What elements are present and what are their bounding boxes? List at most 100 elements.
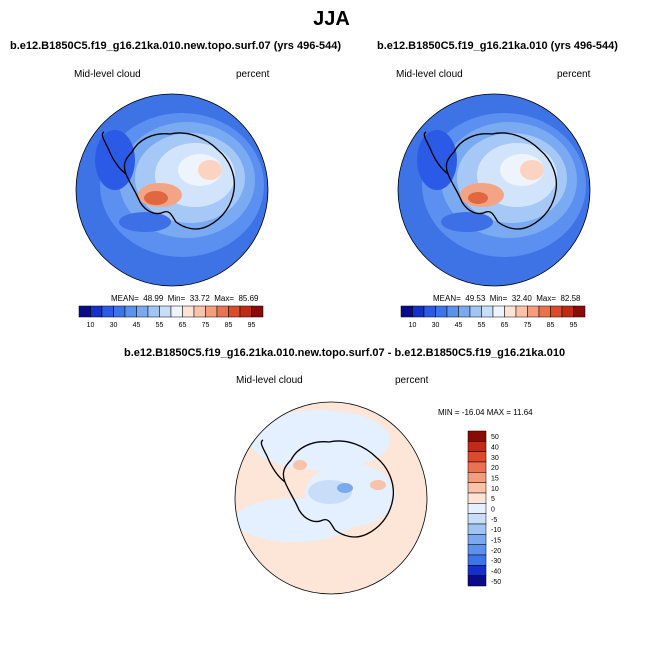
panel1-colorbar-swatch	[193, 305, 206, 318]
panel2-map	[398, 94, 590, 286]
diff-colorbar-swatch	[467, 544, 487, 556]
panel1-variable-label: Mid-level cloud	[74, 69, 141, 80]
diff-variable-label: Mid-level cloud	[236, 375, 303, 386]
diff-colorbar-tick-label: -10	[491, 527, 501, 534]
panel2-colorbar-swatch	[492, 305, 505, 318]
panel2-colorbar-swatch	[400, 305, 413, 318]
diff-colorbar-swatch	[467, 472, 487, 483]
panel1-colorbar-swatch	[147, 305, 160, 318]
panel2-colorbar-swatch	[458, 305, 471, 318]
main-title: JJA	[313, 8, 350, 30]
diff-colorbar-tick-label: 40	[491, 445, 499, 452]
panel1-colorbar-swatch	[170, 305, 183, 318]
panel1-colorbar-tick-label: 55	[156, 322, 164, 329]
panel1-colorbar-swatch	[205, 305, 218, 318]
diff-colorbar-tick-label: 20	[491, 465, 499, 472]
diff-colorbar-swatch	[467, 513, 487, 525]
panel1-colorbar-swatch	[228, 305, 241, 318]
diff-colorbar-swatch	[467, 461, 487, 473]
panel2-stats: MEAN= 49.53 Min= 32.40 Max= 82.58	[433, 294, 581, 303]
diff-colorbar-tick-label: 50	[491, 434, 499, 441]
panel1-stats: MEAN= 48.99 Min= 33.72 Max= 85.69	[111, 294, 259, 303]
panel1-units-label: percent	[236, 69, 270, 80]
panel2-colorbar-tick-label: 65	[501, 322, 509, 329]
panel2-colorbar-swatch	[423, 305, 436, 318]
panel1-colorbar: 10 30 45 55 65 75 85 95	[78, 305, 264, 329]
panel2-colorbar-tick-label: 95	[570, 322, 578, 329]
panel2-colorbar-swatch	[527, 305, 540, 318]
panel1-colorbar-tick-label: 10	[87, 322, 95, 329]
panel2-units-label: percent	[557, 69, 591, 80]
diff-colorbar-swatch	[467, 441, 487, 452]
panel1-colorbar-swatch	[78, 305, 91, 318]
panel1-colorbar-tick-label: 65	[179, 322, 187, 329]
panel2-colorbar-tick-label: 10	[409, 322, 417, 329]
diff-map-border	[234, 401, 428, 595]
diff-colorbar-swatch	[467, 575, 487, 587]
diff-colorbar-tick-label: 5	[491, 496, 495, 503]
diff-colorbar-swatch	[467, 451, 487, 463]
diff-colorbar-swatch	[467, 430, 487, 442]
panel1-colorbar-swatch	[113, 305, 126, 318]
panel1-colorbar-swatch	[182, 305, 195, 318]
diff-colorbar-tick-label: -30	[491, 558, 501, 565]
diff-panel-title: b.e12.B1850C5.f19_g16.21ka.010.new.topo.…	[124, 347, 566, 359]
diff-colorbar-tick-label: -20	[491, 548, 501, 555]
diff-minmax: MIN = -16.04 MAX = 11.64	[438, 408, 533, 417]
panel1-colorbar-swatch	[251, 305, 264, 318]
panel2-colorbar-tick-label: 45	[455, 322, 463, 329]
diff-colorbar-tick-label: -40	[491, 569, 501, 576]
panel2-colorbar-swatch	[550, 305, 563, 318]
panel1-map	[76, 94, 268, 286]
panel2-colorbar-swatch	[573, 305, 586, 318]
panel2-colorbar-swatch	[515, 305, 528, 318]
diff-colorbar-tick-label: 30	[491, 455, 499, 462]
panel1-colorbar-tick-label: 95	[248, 322, 256, 329]
panel2-colorbar-tick-label: 75	[524, 322, 532, 329]
diff-colorbar-swatch	[467, 482, 487, 494]
panel1-colorbar-tick-label: 45	[133, 322, 141, 329]
panel2-colorbar-tick-label: 55	[478, 322, 486, 329]
panel1-colorbar-tick-label: 85	[225, 322, 233, 329]
panel2-colorbar-swatch	[538, 305, 551, 318]
diff-colorbar-swatch	[467, 554, 487, 566]
panel2-colorbar-swatch	[446, 305, 459, 318]
panel2-title: b.e12.B1850C5.f19_g16.21ka.010 (yrs 496-…	[377, 40, 618, 52]
panel1-map-border	[75, 93, 269, 287]
panel1-colorbar-swatch	[101, 305, 114, 318]
panel2-colorbar-swatch	[469, 305, 482, 318]
diff-colorbar-tick-label: -50	[491, 579, 501, 586]
panel1-colorbar-swatch	[124, 305, 137, 318]
panel2-colorbar-tick-label: 30	[432, 322, 440, 329]
panel1-colorbar-swatch	[216, 305, 229, 318]
panel2-colorbar-swatch	[561, 305, 574, 318]
panel1-colorbar-tick-label: 75	[202, 322, 210, 329]
panel2-colorbar-swatch	[435, 305, 448, 318]
panel2-variable-label: Mid-level cloud	[396, 69, 463, 80]
diff-map	[235, 402, 427, 594]
panel2-colorbar-swatch	[504, 305, 517, 318]
panel2-colorbar-swatch	[481, 305, 494, 318]
diff-colorbar-swatch	[467, 492, 487, 504]
panel1-colorbar-swatch	[239, 305, 252, 318]
diff-colorbar-tick-label: -5	[491, 517, 497, 524]
panel2-colorbar: 10 30 45 55 65 75 85 95	[400, 305, 586, 329]
panel1-title: b.e12.B1850C5.f19_g16.21ka.010.new.topo.…	[10, 40, 341, 52]
diff-colorbar-tick-label: -15	[491, 538, 501, 545]
diff-colorbar-swatch	[467, 534, 487, 545]
panel2-colorbar-swatch	[412, 305, 425, 318]
diff-colorbar-swatch	[467, 503, 487, 514]
diff-colorbar-tick-label: 0	[491, 507, 495, 514]
diff-units-label: percent	[395, 375, 429, 386]
panel1-colorbar-swatch	[136, 305, 149, 318]
panel1-colorbar-swatch	[90, 305, 103, 318]
diff-colorbar-swatch	[467, 523, 487, 535]
panel2-map-border	[397, 93, 591, 287]
panel1-colorbar-tick-label: 30	[110, 322, 118, 329]
panel1-colorbar-swatch	[159, 305, 172, 318]
diff-colorbar-tick-label: 10	[491, 486, 499, 493]
diff-colorbar-tick-label: 15	[491, 476, 499, 483]
diff-colorbar-swatch	[467, 565, 487, 576]
